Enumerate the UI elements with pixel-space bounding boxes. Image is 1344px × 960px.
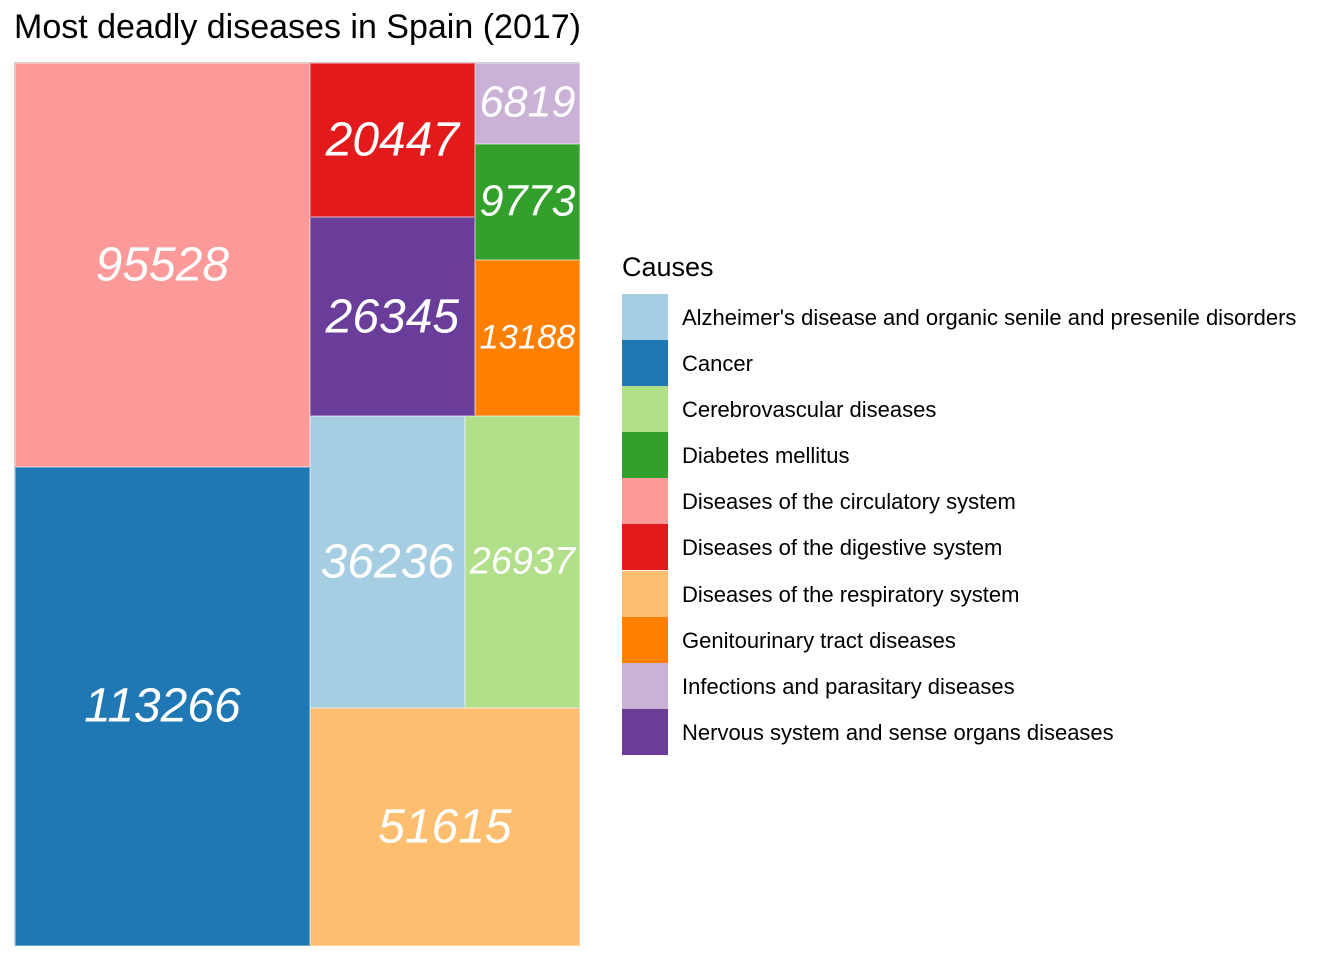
- tile-value-label: 26345: [325, 290, 460, 344]
- legend-color-key: [622, 570, 668, 617]
- treemap-tile: [15, 63, 310, 467]
- legend-label: Cancer: [682, 351, 753, 377]
- tile-value-label: 20447: [325, 113, 460, 167]
- treemap-plot-area: 95528 113266 20447 26345 6819 9773 13188 36236 2…: [14, 62, 580, 946]
- treemap-tile: [309, 217, 475, 417]
- chart-title: Most deadly diseases in Spain (2017): [14, 8, 581, 46]
- legend-label: Diseases of the digestive system: [682, 535, 1003, 561]
- legend-label: Cerebrovascular diseases: [682, 397, 937, 423]
- legend-color-key: [622, 708, 668, 755]
- legend-color-key: [622, 386, 668, 433]
- tile-value-label: 113266: [84, 679, 241, 733]
- treemap-tile: [309, 707, 580, 946]
- tile-value-label: 9773: [479, 177, 576, 226]
- tile-value-label: 36236: [320, 535, 455, 589]
- tile-value-label: 26937: [469, 540, 576, 583]
- treemap-tile: [309, 416, 465, 708]
- legend-color-key: [622, 432, 668, 479]
- tile-value-label: 51615: [378, 800, 512, 854]
- tile-value-label: 95528: [95, 238, 230, 292]
- treemap-tile: [464, 416, 580, 708]
- legend-label: Diseases of the respiratory system: [682, 581, 1020, 607]
- treemap-tile: [474, 143, 580, 260]
- legend-color-key: [622, 478, 668, 525]
- treemap-tile: [309, 63, 475, 218]
- tile-value-label: 13188: [479, 318, 576, 357]
- legend-title: Causes: [622, 252, 714, 282]
- legend-color-key: [622, 524, 668, 571]
- tile-value-label: 6819: [479, 78, 576, 127]
- legend-label: Genitourinary tract diseases: [682, 627, 956, 653]
- treemap-tile: [474, 63, 580, 144]
- treemap-tile: [474, 259, 580, 417]
- legend-color-key: [622, 662, 668, 709]
- legend-label: Infections and parasitary diseases: [682, 673, 1015, 699]
- legend-label: Diabetes mellitus: [682, 443, 850, 469]
- legend-label: Nervous system and sense organs diseases: [682, 719, 1114, 745]
- legend-label: Diseases of the circulatory system: [682, 489, 1016, 515]
- legend-label: Alzheimer's disease and organic senile a…: [682, 305, 1297, 330]
- legend-color-key: [622, 294, 668, 340]
- treemap-tile: [15, 466, 310, 946]
- legend-color-key: [622, 616, 668, 663]
- legend-color-key: [622, 340, 668, 387]
